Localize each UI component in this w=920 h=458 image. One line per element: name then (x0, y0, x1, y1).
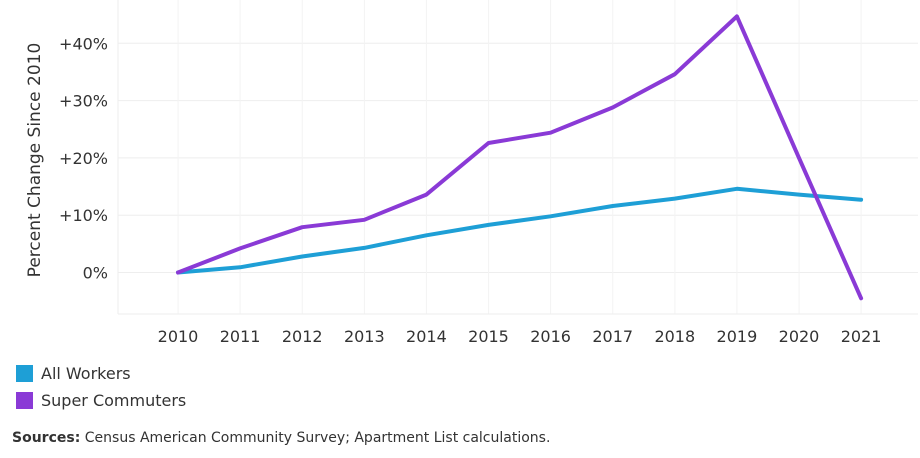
y-axis-ticks: 0% +10% +20% +30% +40% (59, 34, 108, 282)
x-tick-label: 2016 (530, 327, 571, 346)
x-tick-label: 2014 (406, 327, 447, 346)
x-tick-label: 2012 (282, 327, 323, 346)
y-axis-title: Percent Change Since 2010 (25, 43, 45, 278)
x-tick-label: 2010 (158, 327, 199, 346)
y-tick-label: 0% (83, 264, 108, 283)
y-tick-label: +30% (59, 92, 108, 111)
x-tick-label: 2017 (592, 327, 633, 346)
gridlines (117, 0, 918, 315)
series-lines (176, 14, 864, 301)
x-tick-label: 2015 (468, 327, 509, 346)
line-chart: 0%+10%+20%+30%+40% 2010 2011 2012 2013 2014 2… (25, 0, 918, 346)
legend-swatch-all-workers (16, 365, 33, 382)
source-label: Sources: (12, 430, 81, 446)
x-axis-ticks: 2010 2011 2012 2013 2014 2015 2016 2017 2018 2019… (158, 327, 882, 346)
x-tick-label: 2020 (779, 327, 820, 346)
source-note: Sources: Census American Community Surve… (12, 430, 550, 446)
y-tick-label: +10% (59, 206, 108, 225)
x-tick-label: 2013 (344, 327, 385, 346)
legend-item-super-commuters[interactable]: Super Commuters (16, 391, 186, 410)
legend-label-super-commuters: Super Commuters (41, 391, 187, 410)
series-line-all-workers[interactable] (176, 186, 864, 275)
x-tick-label: 2011 (220, 327, 261, 346)
x-tick-label: 2019 (717, 327, 758, 346)
x-tick-label: 2021 (841, 327, 882, 346)
legend: All Workers Super Commuters (16, 364, 186, 410)
legend-swatch-super-commuters (16, 392, 33, 409)
legend-item-all-workers[interactable]: All Workers (16, 364, 186, 383)
legend-label-all-workers: All Workers (41, 364, 131, 383)
y-tick-label: +40% (59, 34, 108, 53)
series-line-super-commuters[interactable] (176, 14, 864, 301)
y-tick-label: +20% (59, 149, 108, 168)
x-tick-label: 2018 (654, 327, 695, 346)
source-text: Census American Community Survey; Apartm… (84, 430, 551, 446)
